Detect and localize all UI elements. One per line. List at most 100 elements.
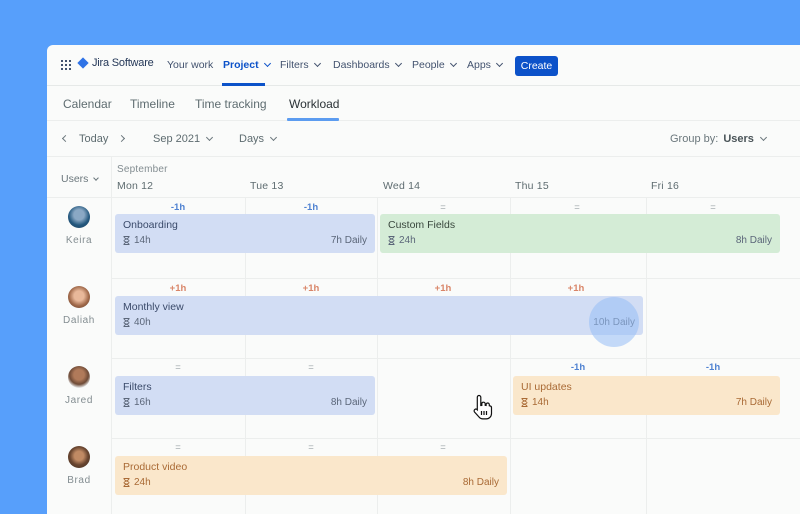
task-rate: 8h Daily: [462, 477, 499, 488]
task-title: Filters: [123, 381, 152, 393]
task-total: 14h: [134, 235, 151, 246]
user-keira[interactable]: Keira: [47, 206, 111, 246]
capacity-delta: +1h: [434, 283, 452, 294]
month-select-value: Sep 2021: [153, 133, 201, 145]
nav-your-work[interactable]: Your work: [167, 59, 213, 71]
divider: [111, 278, 800, 279]
divider: [111, 157, 112, 514]
task-title: Onboarding: [123, 219, 178, 231]
task-total: 14h: [532, 397, 549, 408]
chevron-down-icon: [759, 133, 767, 142]
tab-calendar[interactable]: Calendar: [63, 97, 112, 111]
nav-label: Filters: [280, 59, 309, 71]
top-navigation: Jira Software Your work Project Filters …: [47, 45, 800, 86]
calendar-toolbar: Today Sep 2021 Days Group by: Users: [47, 121, 800, 157]
chevron-right-icon: [117, 134, 126, 143]
divider: [377, 198, 378, 514]
day-header: Mon 12: [117, 180, 154, 192]
hourglass-icon: [123, 398, 130, 407]
user-name: Brad: [67, 475, 91, 486]
task-bar-filters[interactable]: Filters 16h 8h Daily: [115, 376, 375, 415]
capacity-delta: -1h: [705, 362, 721, 373]
group-by-control[interactable]: Group by: Users: [670, 133, 767, 145]
today-button[interactable]: Today: [79, 133, 109, 145]
capacity-delta: =: [574, 202, 580, 213]
task-title: Custom Fields: [388, 219, 456, 231]
nav-label: Your work: [167, 59, 214, 71]
task-bar-monthly-view[interactable]: Monthly view 40h 10h Daily: [115, 296, 643, 335]
nav-label: Project: [223, 59, 259, 71]
divider: [111, 438, 800, 439]
task-bar-ui-updates[interactable]: UI updates 14h 7h Daily: [513, 376, 780, 415]
user-name: Keira: [65, 235, 93, 246]
nav-project[interactable]: Project: [223, 59, 271, 71]
capacity-delta: =: [440, 442, 446, 453]
chevron-down-icon: [263, 59, 271, 68]
task-rate: 7h Daily: [735, 397, 772, 408]
nav-people[interactable]: People: [412, 59, 457, 71]
divider: [111, 358, 800, 359]
users-header-label: Users: [61, 173, 89, 185]
hand-pointer-icon: [473, 394, 493, 420]
jira-logo[interactable]: Jira Software: [77, 57, 154, 69]
apps-grid-icon[interactable]: [61, 60, 71, 70]
tab-time-tracking[interactable]: Time tracking: [195, 97, 267, 111]
scale-select[interactable]: Days: [239, 133, 278, 145]
capacity-delta: -1h: [570, 362, 586, 373]
chevron-down-icon: [449, 59, 457, 68]
task-title: UI updates: [521, 381, 572, 393]
capacity-delta: +1h: [302, 283, 320, 294]
task-rate: 8h Daily: [330, 397, 367, 408]
capacity-delta: -1h: [170, 202, 186, 213]
nav-filters[interactable]: Filters: [280, 59, 321, 71]
tab-workload[interactable]: Workload: [289, 97, 340, 111]
capacity-delta: +1h: [567, 283, 585, 294]
capacity-delta: +1h: [169, 283, 187, 294]
user-name: Jared: [64, 395, 93, 406]
hover-highlight: [589, 297, 639, 347]
hourglass-icon: [123, 236, 130, 245]
task-rate: 8h Daily: [735, 235, 772, 246]
group-by-label: Group by:: [670, 133, 719, 145]
users-column-header[interactable]: Users: [61, 173, 100, 185]
avatar: [68, 446, 90, 468]
scale-select-value: Days: [239, 133, 265, 145]
next-button[interactable]: [117, 134, 126, 143]
day-header: Thu 15: [515, 180, 549, 192]
chevron-down-icon: [394, 59, 402, 68]
nav-dashboards[interactable]: Dashboards: [333, 59, 402, 71]
hourglass-icon: [388, 236, 395, 245]
capacity-delta: =: [175, 442, 181, 453]
view-tabs: Calendar Timeline Time tracking Workload: [47, 86, 800, 121]
chevron-down-icon: [313, 59, 321, 68]
capacity-delta: =: [308, 362, 314, 373]
task-bar-custom-fields[interactable]: Custom Fields 24h 8h Daily: [380, 214, 780, 253]
user-jared[interactable]: Jared: [47, 366, 111, 406]
task-bar-product-video[interactable]: Product video 24h 8h Daily: [115, 456, 507, 495]
task-title: Product video: [123, 461, 188, 473]
task-bar-onboarding[interactable]: Onboarding 14h 7h Daily: [115, 214, 375, 253]
nav-label: Apps: [467, 59, 491, 71]
task-title: Monthly view: [123, 301, 184, 313]
capacity-delta: =: [710, 202, 716, 213]
task-rate: 7h Daily: [330, 235, 367, 246]
divider: [646, 198, 647, 514]
task-total: 24h: [134, 477, 151, 488]
month-select[interactable]: Sep 2021: [153, 133, 214, 145]
avatar: [68, 366, 90, 388]
capacity-delta: =: [440, 202, 446, 213]
group-by-value: Users: [723, 133, 754, 145]
user-daliah[interactable]: Daliah: [47, 286, 111, 326]
user-brad[interactable]: Brad: [47, 446, 111, 486]
nav-apps[interactable]: Apps: [467, 59, 503, 71]
user-name: Daliah: [63, 315, 95, 326]
divider: [510, 198, 511, 514]
create-button[interactable]: Create: [515, 56, 558, 76]
previous-button[interactable]: [61, 134, 70, 143]
tab-timeline[interactable]: Timeline: [130, 97, 175, 111]
chevron-down-icon: [206, 133, 214, 142]
workload-grid: Users September Mon 12 Tue 13 Wed 14 Thu…: [47, 157, 800, 514]
active-tab-indicator: [287, 118, 339, 121]
chevron-left-icon: [61, 134, 70, 143]
nav-label: Dashboards: [333, 59, 390, 71]
